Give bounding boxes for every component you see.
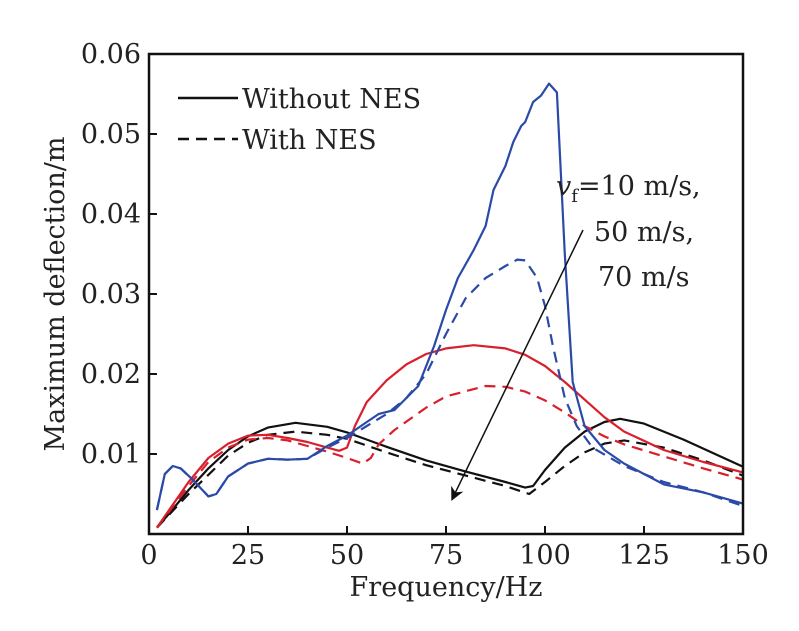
x-tick-label: 150 bbox=[717, 540, 769, 571]
y-tick-label: 0.01 bbox=[81, 439, 141, 470]
y-axis-label: Maximum deflection/m bbox=[40, 137, 71, 452]
annotation-line-1: vf=10 m/s, bbox=[556, 171, 701, 207]
annotation-line-3: 70 m/s bbox=[598, 262, 690, 293]
series-line-5-dashed bbox=[155, 258, 744, 511]
annotation-arrow bbox=[451, 229, 584, 501]
legend: Without NES With NES bbox=[178, 84, 421, 156]
series-line-3-dashed bbox=[156, 384, 744, 529]
y-tick-label: 0.04 bbox=[81, 199, 141, 230]
plot-frame bbox=[147, 52, 745, 536]
series-line-0-solid bbox=[156, 417, 744, 529]
x-tick-label: 125 bbox=[618, 540, 670, 571]
series-layer bbox=[155, 82, 744, 529]
y-tick-label: 0.06 bbox=[81, 39, 141, 70]
y-tick-label: 0.02 bbox=[81, 359, 141, 390]
ticks-layer: 0 25 50 75 100 125 150 0.01 0.02 0.03 0.04 0.05 0.06 bbox=[81, 39, 769, 571]
x-tick-label: 50 bbox=[330, 540, 364, 571]
x-tick-label: 25 bbox=[231, 540, 265, 571]
legend-label-with-nes: With NES bbox=[242, 125, 377, 156]
x-tick-label: 100 bbox=[519, 540, 571, 571]
series-line-2-solid bbox=[155, 344, 744, 529]
annotation-line-2: 50 m/s, bbox=[594, 217, 694, 248]
x-axis-label: Frequency/Hz bbox=[350, 572, 543, 603]
annotation: vf=10 m/s, 50 m/s, 70 m/s bbox=[451, 171, 701, 501]
y-tick-label: 0.03 bbox=[81, 279, 141, 310]
x-tick-label: 0 bbox=[140, 540, 157, 571]
y-tick-label: 0.05 bbox=[81, 119, 141, 150]
x-tick-label: 75 bbox=[429, 540, 463, 571]
legend-label-without-nes: Without NES bbox=[242, 84, 421, 115]
